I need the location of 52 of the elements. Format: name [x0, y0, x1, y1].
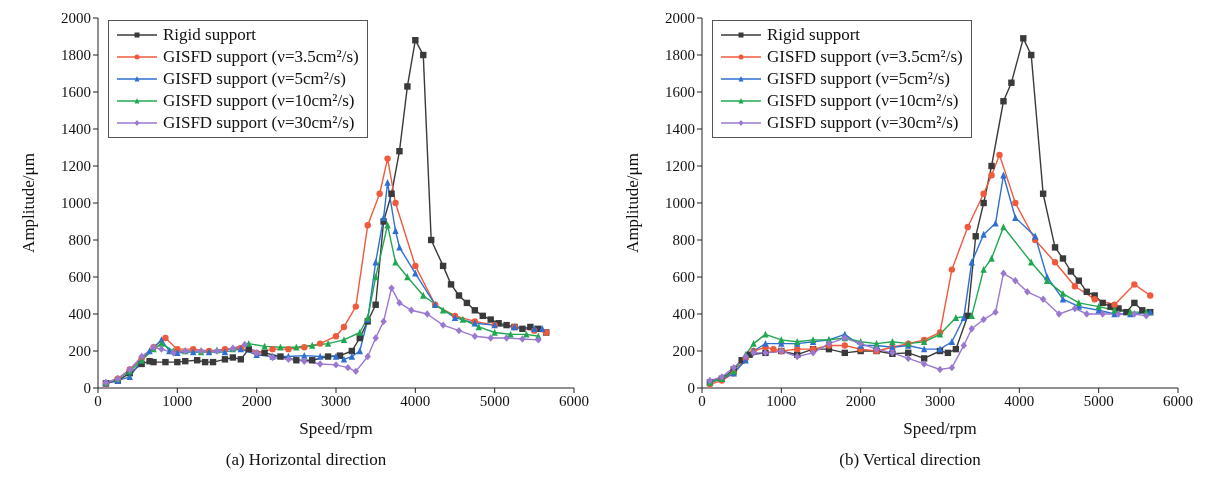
y-tick-label: 1600 — [61, 84, 91, 101]
legend-label: GISFD support (ν=30cm²/s) — [767, 112, 959, 134]
legend-label: GISFD support (ν=3.5cm²/s) — [163, 46, 359, 68]
y-tick-label: 1000 — [665, 195, 695, 212]
x-tick-label: 1000 — [766, 392, 797, 409]
y-axis-title: Amplitude/μm — [623, 153, 643, 253]
y-tick-label: 1800 — [61, 47, 91, 64]
legend-label: GISFD support (ν=5cm²/s) — [163, 68, 346, 90]
legend-label: GISFD support (ν=30cm²/s) — [163, 112, 355, 134]
y-tick-label: 1200 — [61, 158, 91, 175]
x-axis-title: Speed/rpm — [903, 419, 977, 438]
text: (b) Vertical direction — [838, 450, 982, 470]
x-tick-label: 2000 — [845, 392, 876, 409]
y-tick-label: 2000 — [665, 10, 695, 27]
x-tick-label: 2000 — [241, 392, 272, 409]
x-tick-label: 6000 — [559, 392, 589, 409]
y-tick-label: 0 — [83, 380, 91, 397]
y-tick-label: 1400 — [61, 121, 91, 138]
y-axis-title: Amplitude/μm — [19, 153, 39, 253]
legend-label: GISFD support (ν=5cm²/s) — [767, 68, 950, 90]
x-tick-label: 4000 — [400, 392, 431, 409]
text: (a) Horizontal direction — [224, 450, 388, 470]
legend-label: GISFD support (ν=10cm²/s) — [163, 90, 355, 112]
x-axis-title: Speed/rpm — [299, 419, 373, 438]
y-tick-label: 800 — [68, 232, 91, 249]
legend-label: GISFD support (ν=10cm²/s) — [767, 90, 959, 112]
y-tick-label: 1000 — [61, 195, 91, 212]
x-tick-label: 6000 — [1163, 392, 1193, 409]
y-tick-label: 400 — [68, 306, 91, 323]
y-tick-label: 1800 — [665, 47, 695, 64]
x-tick-label: 4000 — [1004, 392, 1035, 409]
y-tick-label: 1400 — [665, 121, 695, 138]
y-tick-label: 800 — [672, 232, 695, 249]
x-tick-label: 3000 — [321, 392, 351, 409]
y-tick-label: 600 — [68, 269, 91, 286]
x-tick-label: 5000 — [479, 392, 510, 409]
x-tick-label: 3000 — [925, 392, 955, 409]
y-tick-label: 200 — [68, 343, 91, 360]
legend-label: Rigid support — [767, 24, 861, 46]
y-tick-label: 200 — [672, 343, 695, 360]
y-tick-label: 600 — [672, 269, 695, 286]
y-tick-label: 1200 — [665, 158, 695, 175]
y-tick-label: 2000 — [61, 10, 91, 27]
x-tick-label: 0 — [94, 392, 102, 409]
x-tick-label: 1000 — [162, 392, 193, 409]
y-tick-label: 0 — [687, 380, 695, 397]
y-tick-label: 1600 — [665, 84, 695, 101]
x-tick-label: 5000 — [1083, 392, 1114, 409]
x-tick-label: 0 — [698, 392, 706, 409]
y-tick-label: 400 — [672, 306, 695, 323]
legend-label: Rigid support — [163, 24, 257, 46]
legend-label: GISFD support (ν=3.5cm²/s) — [767, 46, 963, 68]
